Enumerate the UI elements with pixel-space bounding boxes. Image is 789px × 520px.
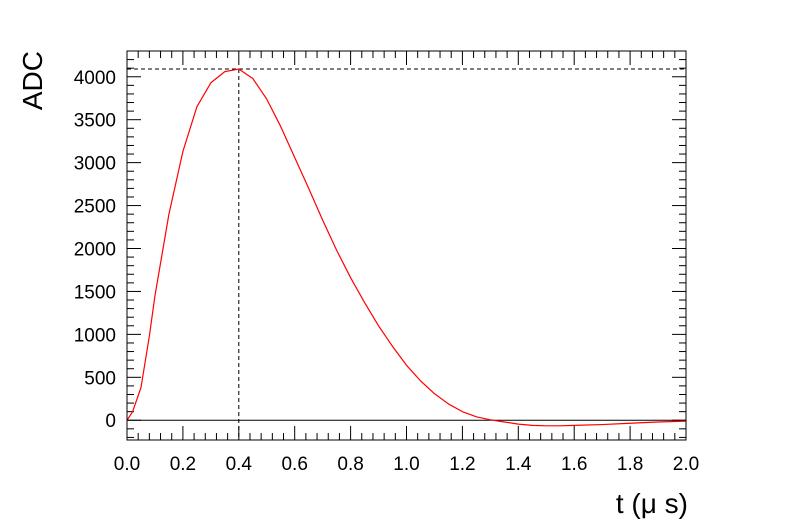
y-tick-labels: 0 500 1000 1500 2000 2500 3000 3500 4000 — [74, 68, 116, 432]
x-tick-label: 0.8 — [337, 454, 363, 475]
y-tick-label: 0 — [105, 411, 116, 432]
x-tick-label: 1.2 — [449, 454, 475, 475]
y-axis-title: ADC — [17, 51, 48, 110]
x-tick-label: 0.2 — [170, 454, 196, 475]
y-tick-label: 3500 — [74, 111, 116, 132]
x-axis-title: t (μ s) — [616, 488, 688, 519]
y-tick-label: 2000 — [74, 240, 116, 261]
x-tick-label: 1.8 — [617, 454, 643, 475]
x-tick-label: 1.0 — [393, 454, 419, 475]
y-tick-label: 1500 — [74, 282, 116, 303]
series-group — [126, 68, 687, 427]
axis-ticks — [126, 50, 687, 440]
x-tick-label: 0.0 — [114, 454, 140, 475]
plot-frame — [126, 50, 687, 441]
x-tick-label: 0.6 — [281, 454, 307, 475]
x-tick-labels: 0.0 0.2 0.4 0.6 0.8 1.0 1.2 1.4 1.6 1.8 2.0 — [114, 454, 699, 475]
y-tick-label: 1000 — [74, 325, 116, 346]
x-tick-label: 1.6 — [561, 454, 587, 475]
y-tick-label: 500 — [84, 368, 116, 389]
series-line — [126, 68, 687, 427]
x-tick-label: 2.0 — [673, 454, 699, 475]
y-tick-label: 2500 — [74, 197, 116, 218]
y-tick-label: 4000 — [74, 68, 116, 89]
y-tick-label: 3000 — [74, 154, 116, 175]
reference-lines — [127, 68, 686, 440]
x-tick-label: 0.4 — [226, 454, 253, 475]
x-tick-label: 1.4 — [505, 454, 532, 475]
